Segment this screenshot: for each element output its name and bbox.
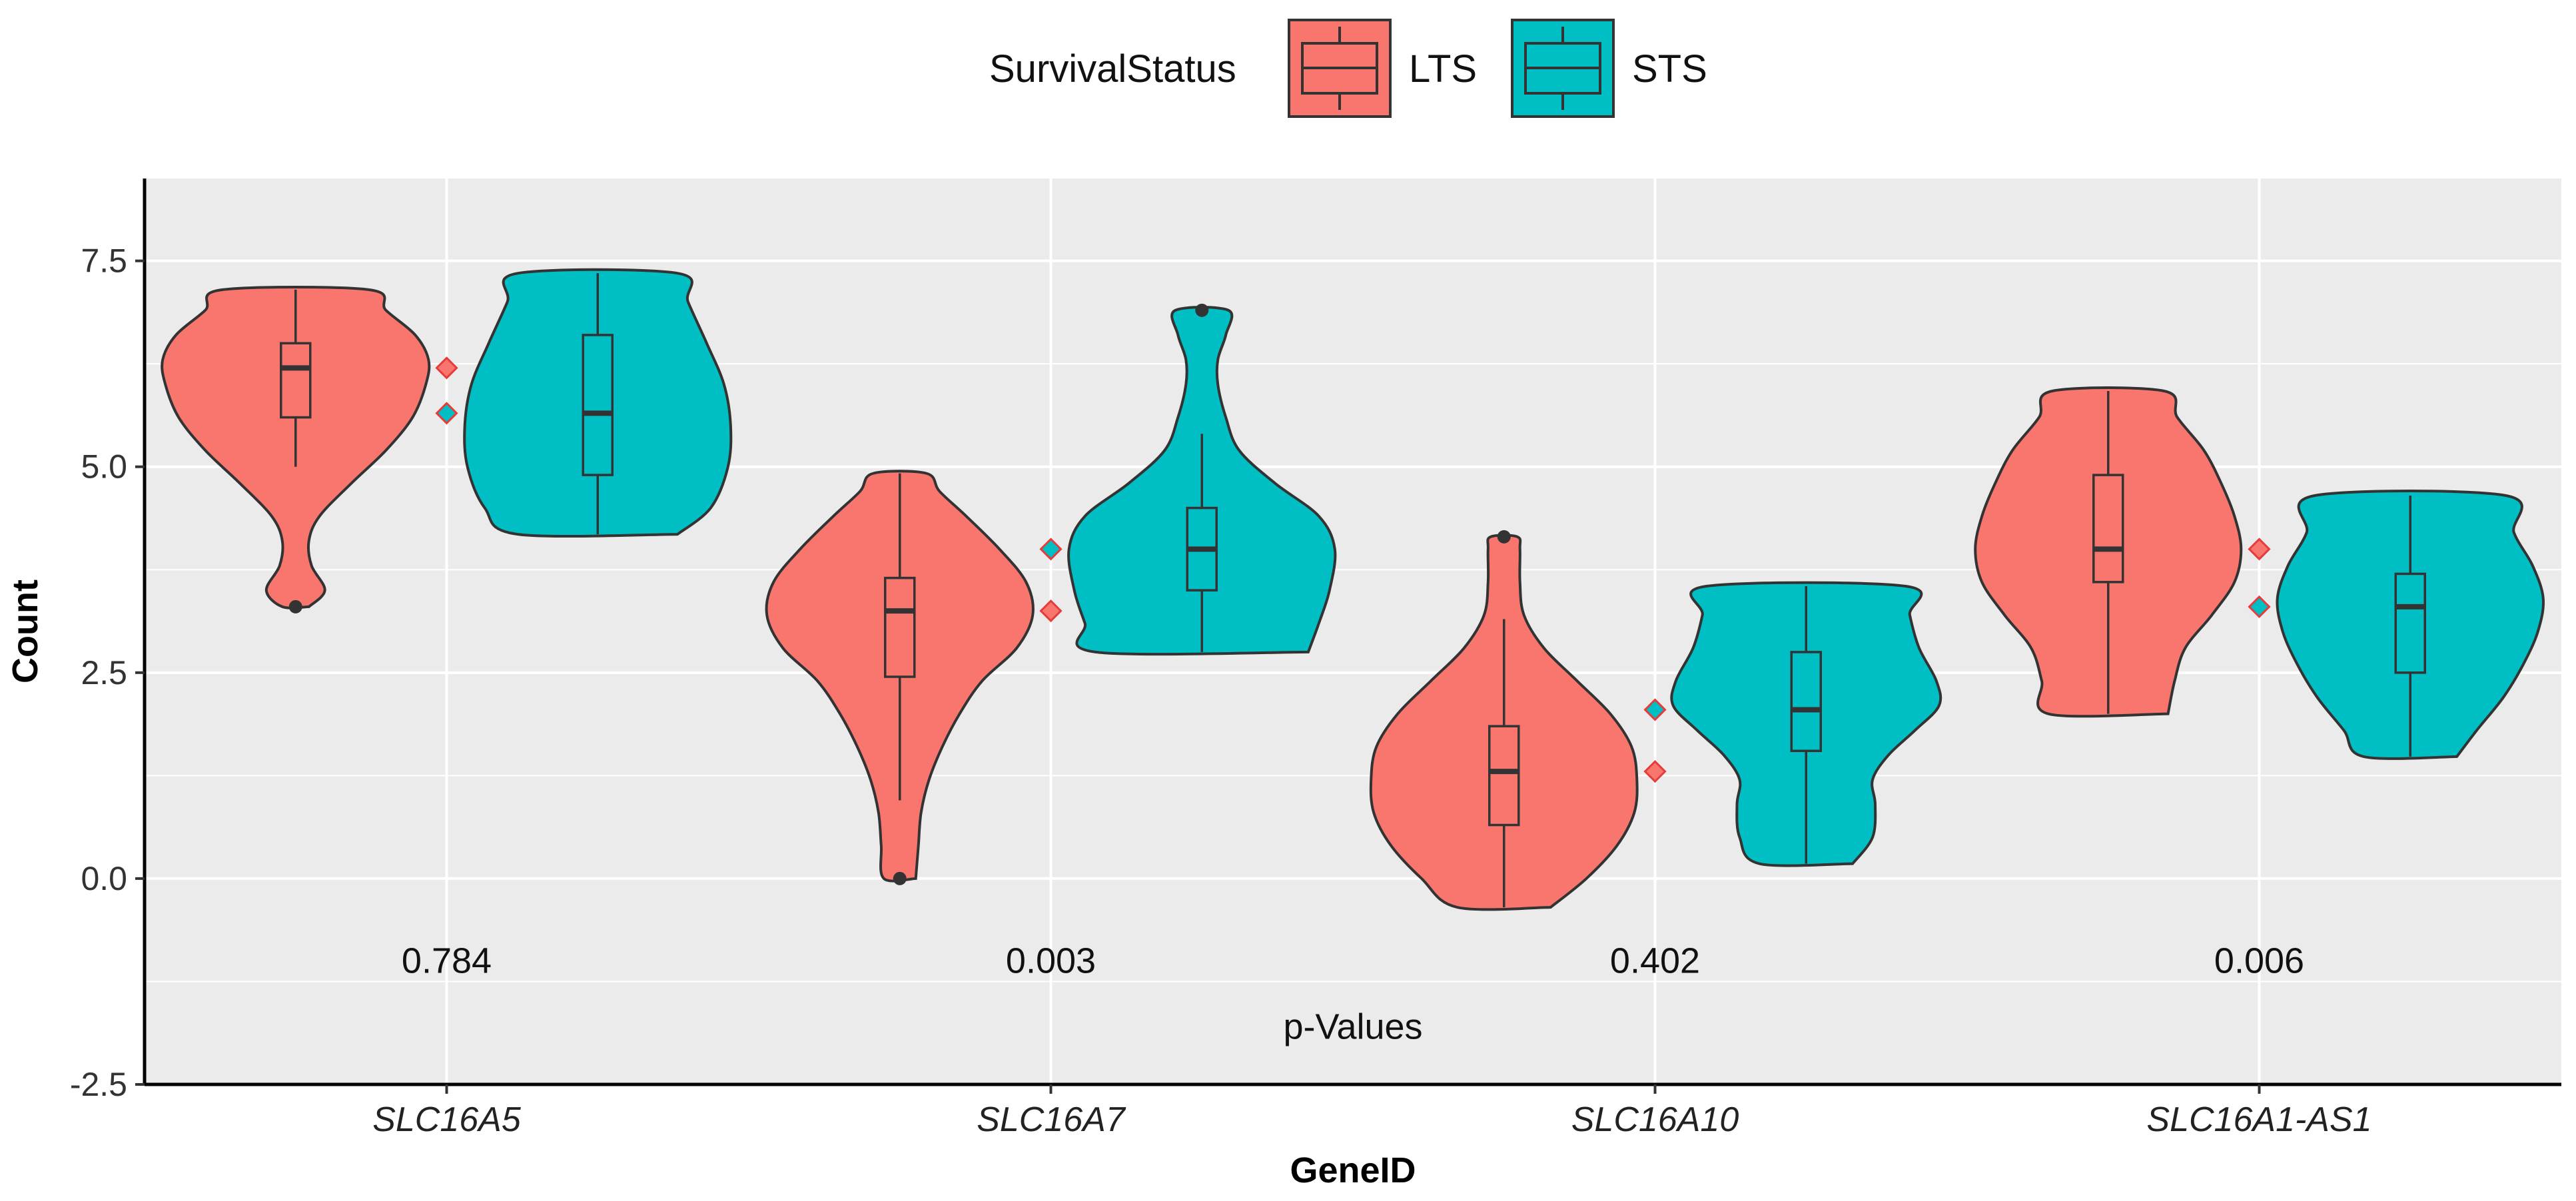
box-sts-slc16a1-as1 — [2394, 572, 2426, 674]
y-tick-label: 2.5 — [81, 654, 127, 691]
p-value-slc16a5: 0.784 — [402, 941, 492, 981]
outlier-lts-slc16a5 — [288, 600, 302, 613]
x-axis-ticks: SLC16A5 SLC16A7 SLC16A10 SLC16A1-AS1 — [372, 1084, 2372, 1139]
y-axis-title: Count — [5, 580, 45, 683]
violins — [161, 268, 2545, 911]
mean-marker-lts-slc16a1-as1 — [2248, 538, 2271, 561]
mean-marker-lts-slc16a7 — [1039, 599, 1063, 623]
x-tick-label: SLC16A1-AS1 — [2146, 1100, 2371, 1139]
x-tick-label: SLC16A10 — [1571, 1100, 1739, 1139]
legend-key-sts — [1511, 19, 1615, 118]
p-value-slc16a1-as1: 0.006 — [2214, 941, 2304, 981]
p-value-annotations: p-Values 0.784 0.003 0.402 0.006 — [402, 941, 2304, 1047]
y-tick-label: 0.0 — [81, 860, 127, 897]
y-tick-label: 5.0 — [81, 448, 127, 486]
outlier-lts-slc16a7 — [893, 871, 907, 885]
x-axis-title: GeneID — [1290, 1150, 1416, 1190]
legend-label-lts: LTS — [1409, 47, 1477, 91]
mean-marker-sts-slc16a1-as1 — [2248, 595, 2271, 619]
legend-key-lts — [1288, 19, 1392, 118]
y-tick-label: 7.5 — [81, 242, 127, 280]
box-lts-slc16a1-as1 — [2092, 474, 2124, 584]
box-sts-slc16a5 — [582, 334, 614, 476]
p-value-slc16a10: 0.402 — [1610, 941, 1700, 981]
box-lts-slc16a7 — [884, 576, 916, 678]
outlier-sts-slc16a7 — [1195, 303, 1209, 317]
y-axis-ticks: -2.5 0.0 2.5 5.0 7.5 — [70, 242, 145, 1103]
p-value-label: p-Values — [1283, 1006, 1422, 1046]
legend-label-sts: STS — [1632, 47, 1707, 91]
legend-title: SurvivalStatus — [989, 47, 1236, 91]
x-tick-label: SLC16A5 — [372, 1100, 522, 1139]
y-tick-label: -2.5 — [70, 1066, 127, 1103]
p-value-slc16a7: 0.003 — [1006, 941, 1096, 981]
x-tick-label: SLC16A7 — [977, 1100, 1126, 1139]
outlier-lts-slc16a10 — [1497, 530, 1511, 544]
mean-marker-sts-slc16a5 — [435, 402, 458, 425]
box-lts-slc16a5 — [280, 342, 312, 419]
mean-marker-lts-slc16a5 — [435, 356, 458, 380]
box-lts-slc16a10 — [1488, 725, 1520, 827]
legend: SurvivalStatus LTS STS — [989, 19, 1707, 118]
mean-marker-sts-slc16a10 — [1643, 698, 1667, 721]
mean-marker-sts-slc16a7 — [1039, 538, 1063, 561]
box-sts-slc16a10 — [1790, 651, 1822, 753]
mean-marker-lts-slc16a10 — [1643, 760, 1667, 783]
